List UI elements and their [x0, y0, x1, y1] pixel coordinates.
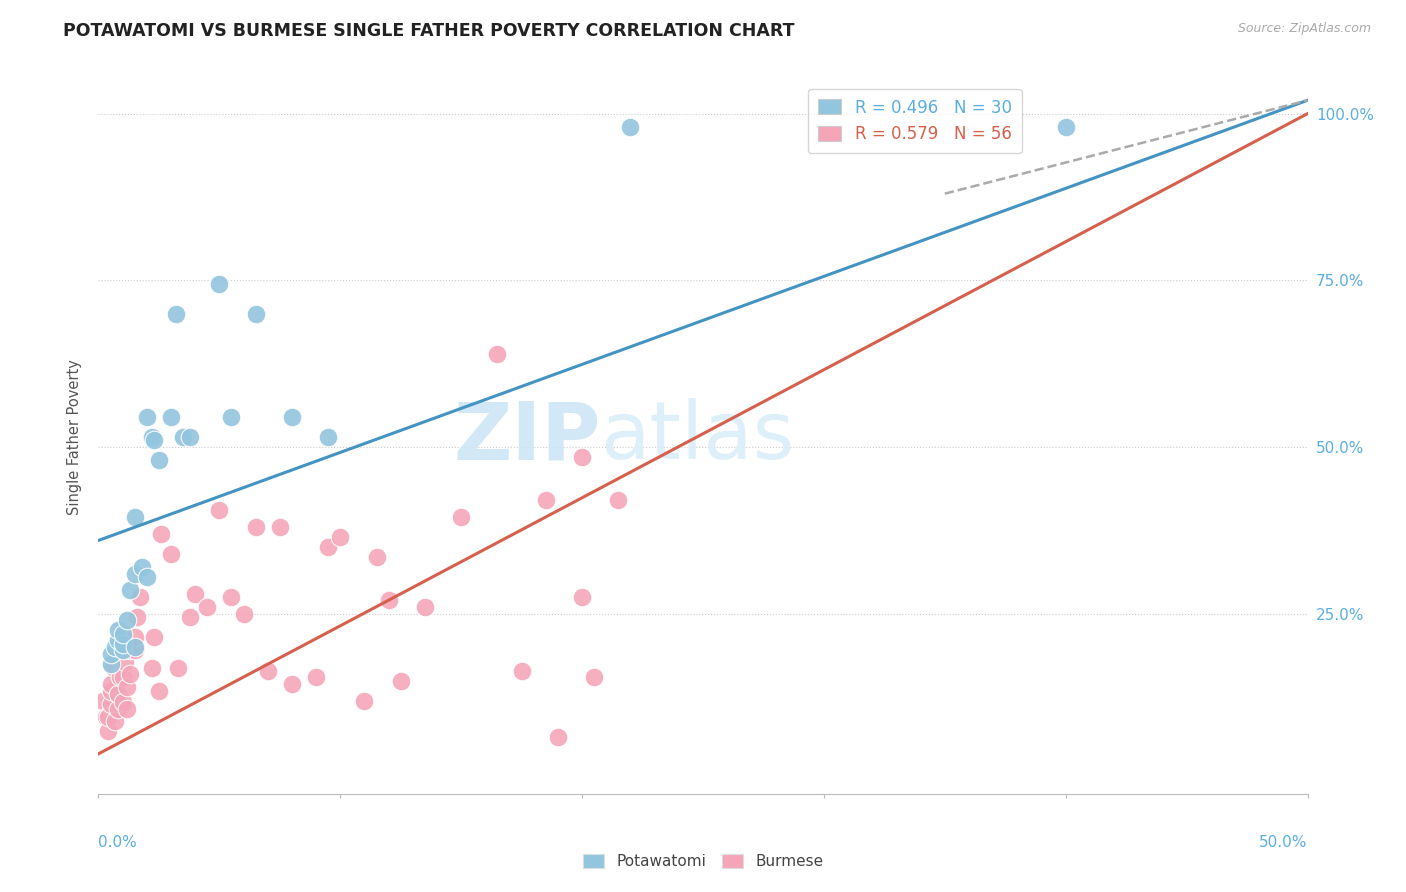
Legend: R = 0.496   N = 30, R = 0.579   N = 56: R = 0.496 N = 30, R = 0.579 N = 56 [808, 88, 1022, 153]
Point [389, 673, 412, 688]
Point [124, 510, 146, 524]
Point [547, 730, 569, 744]
Point [111, 670, 134, 684]
Point [316, 540, 339, 554]
Point [232, 607, 254, 621]
Point [160, 547, 183, 561]
Point [510, 664, 533, 678]
Point [1054, 120, 1077, 134]
Point [329, 530, 352, 544]
Point [221, 590, 243, 604]
Point [366, 550, 388, 565]
Point [135, 570, 157, 584]
Point [571, 590, 593, 604]
Text: 0.0%: 0.0% [98, 836, 138, 850]
Point [195, 600, 218, 615]
Point [107, 701, 129, 715]
Point [607, 493, 630, 508]
Y-axis label: Single Father Poverty: Single Father Poverty [67, 359, 83, 515]
Point [281, 410, 304, 425]
Point [111, 627, 134, 641]
Point [118, 583, 141, 598]
Point [534, 493, 557, 508]
Text: 50.0%: 50.0% [1260, 836, 1308, 850]
Point [486, 347, 509, 361]
Point [100, 677, 122, 691]
Point [305, 670, 328, 684]
Point [107, 687, 129, 701]
Point [100, 657, 122, 671]
Point [208, 503, 231, 517]
Point [118, 666, 141, 681]
Point [450, 510, 472, 524]
Point [316, 430, 339, 444]
Point [571, 450, 593, 464]
Point [107, 633, 129, 648]
Point [179, 610, 201, 624]
Point [141, 430, 163, 444]
Point [281, 677, 304, 691]
Point [245, 520, 267, 534]
Point [165, 307, 187, 321]
Point [150, 526, 173, 541]
Point [100, 683, 122, 698]
Point [118, 643, 141, 657]
Point [135, 410, 157, 425]
Point [143, 630, 166, 644]
Text: POTAWATOMI VS BURMESE SINGLE FATHER POVERTY CORRELATION CHART: POTAWATOMI VS BURMESE SINGLE FATHER POVE… [63, 22, 794, 40]
Point [111, 695, 134, 709]
Point [167, 661, 190, 675]
Point [208, 277, 231, 291]
Point [179, 430, 201, 444]
Point [127, 610, 149, 624]
Point [160, 410, 183, 425]
Point [619, 120, 641, 134]
Point [97, 723, 120, 738]
Point [104, 640, 127, 655]
Point [117, 614, 139, 628]
Point [128, 590, 150, 604]
Point [148, 683, 170, 698]
Point [148, 453, 170, 467]
Point [111, 643, 134, 657]
Point [131, 560, 153, 574]
Point [100, 647, 122, 661]
Point [256, 664, 278, 678]
Point [245, 307, 267, 321]
Point [124, 566, 146, 581]
Point [141, 661, 163, 675]
Point [94, 710, 117, 724]
Point [124, 643, 146, 657]
Point [413, 600, 436, 615]
Point [117, 701, 139, 715]
Point [353, 693, 375, 707]
Point [184, 587, 207, 601]
Point [221, 410, 243, 425]
Point [117, 680, 139, 694]
Point [100, 697, 122, 711]
Point [101, 660, 124, 674]
Text: Source: ZipAtlas.com: Source: ZipAtlas.com [1237, 22, 1371, 36]
Point [97, 710, 120, 724]
Point [104, 714, 127, 728]
Point [124, 630, 146, 644]
Point [124, 640, 146, 655]
Text: ZIP: ZIP [453, 398, 600, 476]
Point [107, 624, 129, 638]
Point [377, 593, 399, 607]
Point [583, 670, 606, 684]
Text: atlas: atlas [600, 398, 794, 476]
Point [91, 693, 114, 707]
Point [114, 655, 136, 669]
Point [111, 637, 134, 651]
Legend: Potawatomi, Burmese: Potawatomi, Burmese [576, 848, 830, 875]
Point [269, 520, 291, 534]
Point [172, 430, 194, 444]
Point [108, 670, 131, 684]
Point [143, 434, 166, 448]
